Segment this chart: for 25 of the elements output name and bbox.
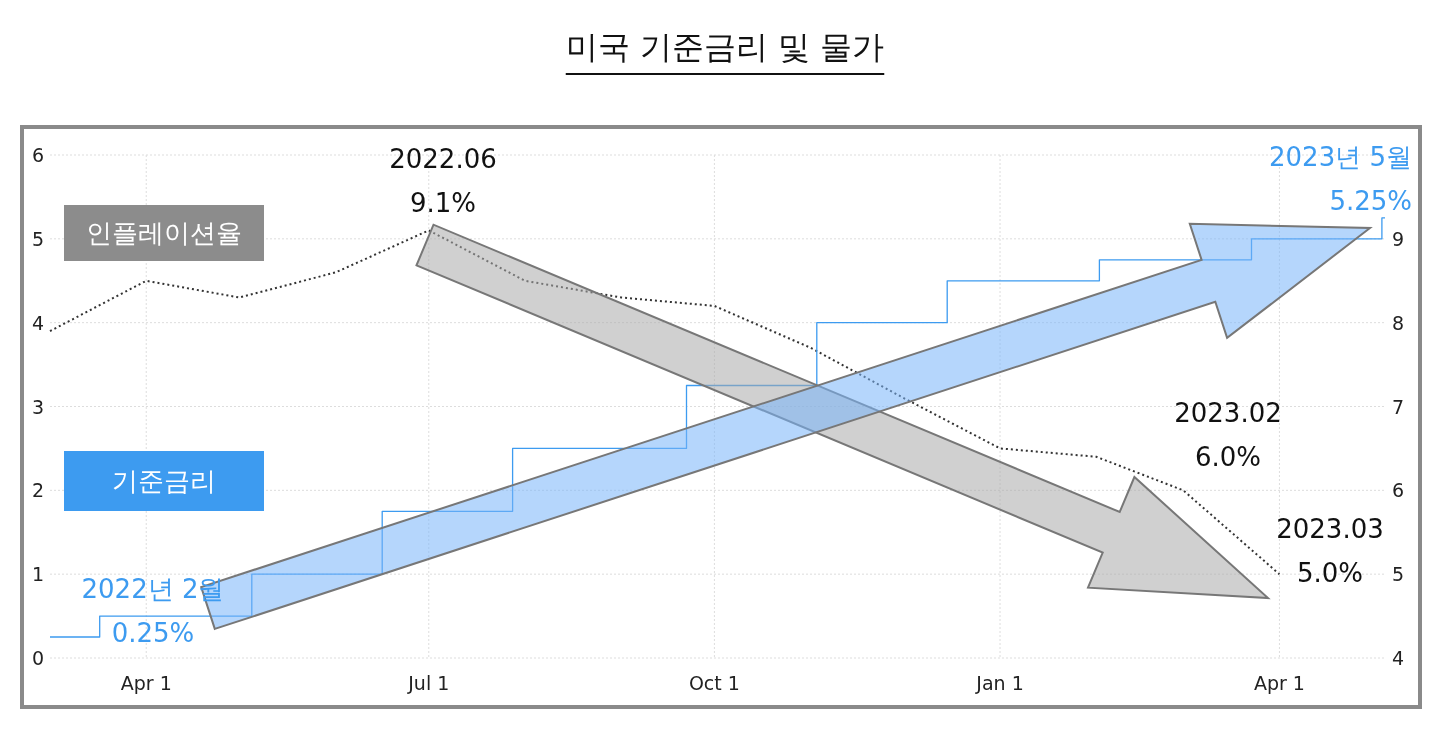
y-tick-label: 3 [31, 395, 45, 418]
x-tick-label: Jan 1 [975, 672, 1024, 694]
x-tick-label: Oct 1 [688, 672, 740, 694]
y-tick-label: 1 [31, 563, 45, 586]
y2-tick-label: 5 [1391, 563, 1405, 586]
y2-tick-label: 6 [1391, 479, 1405, 502]
y2-tick-label: 7 [1391, 395, 1405, 418]
chart-title: 미국 기준금리 및 물가 [565, 28, 885, 66]
y-tick-label: 0 [31, 647, 45, 669]
y2-tick-label: 9 [1391, 227, 1405, 250]
annotation: 2023.02 6.0% [1174, 398, 1282, 472]
y-tick-label: 6 [31, 144, 45, 166]
y2-tick-label: 8 [1391, 311, 1405, 334]
y-tick-label: 4 [31, 311, 45, 334]
x-tick-label: Jul 1 [407, 672, 450, 694]
x-tick-label: Apr 1 [120, 672, 172, 694]
y2-tick-label: 4 [1391, 647, 1405, 669]
series-label: 인플레이션율 [86, 218, 242, 248]
annotation: 2023.03 5.0% [1276, 514, 1384, 588]
annotation: 2022.06 9.1% [389, 144, 497, 218]
y-tick-label: 5 [31, 227, 45, 250]
annotation: 2023년 5월 5.25% [1269, 142, 1412, 216]
text: 기준금리 [112, 466, 216, 496]
x-tick-label: Apr 1 [1253, 672, 1305, 694]
y-tick-label: 2 [31, 479, 45, 502]
